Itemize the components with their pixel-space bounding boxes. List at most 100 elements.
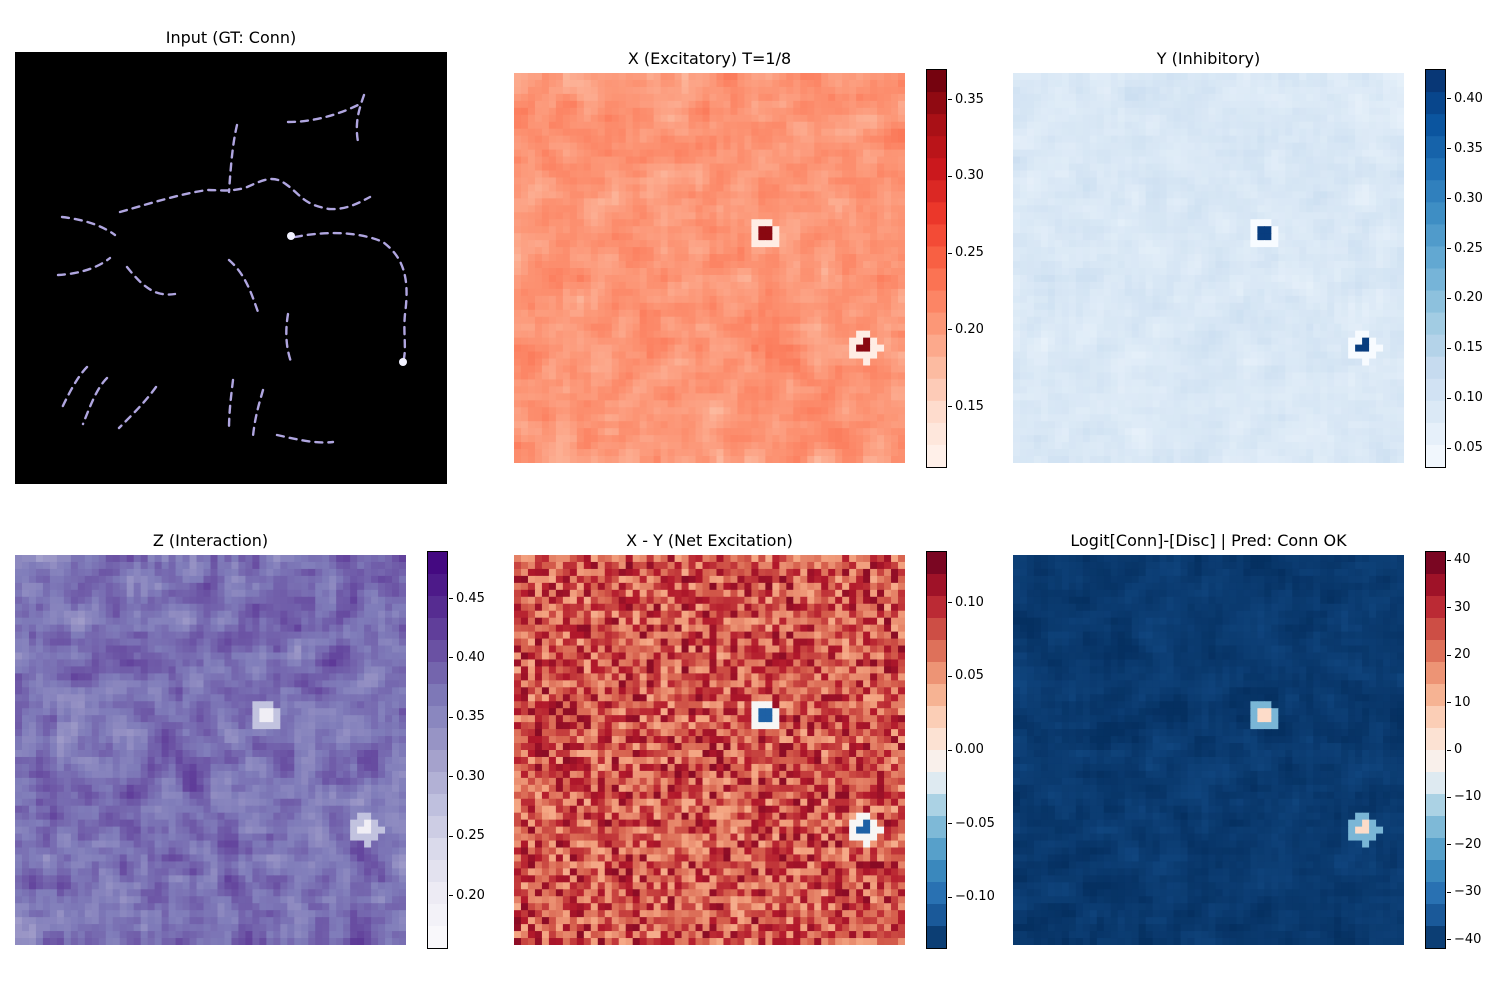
heatmap-cell [863,456,871,463]
heatmap-cell [898,268,905,276]
heatmap-cell [667,442,676,450]
heatmap-cell [1278,73,1286,81]
heatmap-cell [716,365,725,374]
heatmap-cell [1082,93,1091,102]
heatmap-cell [667,456,676,463]
heatmap-cell [856,226,864,234]
heatmap-cell [1285,191,1293,199]
heatmap-cell [1299,170,1307,179]
heatmap-cell [751,100,759,109]
heatmap-cell [1194,73,1203,81]
heatmap-cell [1138,281,1147,290]
heatmap-cell [1026,149,1035,158]
heatmap-cell [1131,233,1140,241]
heatmap-cell [1271,247,1279,255]
heatmap-cell [1383,177,1391,186]
heatmap-cell [625,323,634,332]
heatmap-cell [667,288,676,297]
heatmap-cell [744,100,752,109]
heatmap-cell [814,205,822,213]
heatmap-cell [1166,240,1175,248]
heatmap-cell [1131,149,1140,158]
heatmap-cell [1271,163,1279,172]
heatmap-cell [514,372,522,381]
heatmap-cell [667,351,676,360]
heatmap-cell [1047,281,1056,290]
heatmap-cell [576,428,585,436]
heatmap-cell [828,302,836,311]
contour-16 [275,433,335,444]
heatmap-cell [870,337,878,346]
heatmap-cell [1089,73,1098,81]
heatmap-cell [667,247,676,255]
heatmap-cell [1033,205,1042,213]
heatmap-cell [639,247,648,255]
heatmap-cell [772,386,780,394]
heatmap-cell [1138,274,1147,283]
heatmap-cell [625,372,634,381]
heatmap-cell [611,205,620,213]
heatmap-cell [1103,219,1112,227]
heatmap-cell [646,79,655,88]
heatmap-cell [723,302,732,311]
heatmap-cell [863,288,871,297]
heatmap-cell [1369,274,1377,283]
heatmap-cell [639,156,648,165]
heatmap-cell [786,407,794,415]
heatmap-cell [1040,156,1049,165]
heatmap-cell [744,428,752,436]
heatmap-cell [527,337,536,346]
heatmap-cell [1320,170,1328,179]
heatmap-cell [1250,93,1258,102]
heatmap-cell [709,330,718,339]
heatmap-cell [1215,205,1224,213]
heatmap-cell [884,302,892,311]
heatmap-cell [625,400,634,408]
heatmap-cell [1320,142,1328,151]
heatmap-cell [625,407,634,415]
heatmap-cell [1355,156,1363,165]
heatmap-cell [520,107,529,116]
heatmap-cell [1229,114,1238,123]
heatmap-cell [688,372,697,381]
heatmap-cell [576,135,585,144]
heatmap-cell [1229,281,1238,290]
heatmap-cell [541,205,550,213]
heatmap-cell [1390,170,1398,179]
heatmap-cell [1313,135,1321,144]
heatmap-cell [877,435,885,443]
heatmap-cell [730,337,739,346]
heatmap-cell [1013,93,1021,102]
heatmap-cell [716,456,725,463]
heatmap-cell [674,407,683,415]
heatmap-cell [1124,268,1133,276]
heatmap-cell [534,114,543,123]
heatmap-cell [541,393,550,401]
heatmap-cell [1243,198,1251,206]
heatmap-cell [625,149,634,158]
heatmap-cell [1236,205,1245,213]
heatmap-cell [1089,128,1098,137]
heatmap-cell [604,435,613,443]
heatmap-cell [891,226,899,234]
heatmap-cell [660,121,669,130]
heatmap-cell [695,344,704,353]
heatmap-cell [1033,142,1042,151]
heatmap-cell [835,100,843,109]
heatmap-cell [1152,281,1161,290]
heatmap-cell [597,240,606,248]
heatmap-cell [1019,100,1028,109]
heatmap-cell [1355,170,1363,179]
heatmap-cell [716,281,725,290]
heatmap-cell [1250,226,1258,234]
heatmap-cell [1019,226,1028,234]
heatmap-cell [1145,114,1154,123]
heatmap-cell [1054,198,1063,206]
heatmap-cell [597,212,606,220]
heatmap-cell [674,428,683,436]
heatmap-cell [618,400,627,408]
heatmap-cell [520,149,529,158]
heatmap-cell [1236,281,1245,290]
heatmap-cell [786,274,794,283]
heatmap-cell [807,344,815,353]
